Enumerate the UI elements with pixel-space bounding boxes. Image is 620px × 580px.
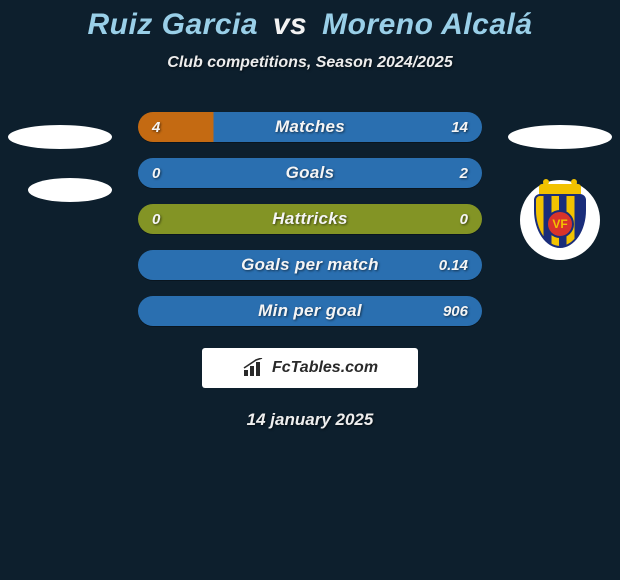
attribution-badge: FcTables.com <box>202 348 418 388</box>
player1-name: Ruiz Garcia <box>87 8 258 41</box>
title-vs: vs <box>273 8 307 41</box>
stat-right-value: 906 <box>428 303 468 320</box>
stat-row: Min per goal906 <box>138 296 482 326</box>
bar-chart-icon <box>242 358 268 378</box>
stat-row: Goals per match0.14 <box>138 250 482 280</box>
stat-label: Hattricks <box>192 209 428 229</box>
stat-right-value: 2 <box>428 165 468 182</box>
player2-badge-top <box>508 125 612 149</box>
crest-monogram: VF <box>546 210 574 238</box>
stat-label: Goals <box>192 163 428 183</box>
stat-right-value: 0.14 <box>428 257 468 274</box>
subtitle: Club competitions, Season 2024/2025 <box>0 54 620 72</box>
stat-left-value: 0 <box>152 211 192 228</box>
villarreal-crest-icon: VF <box>534 190 586 250</box>
stat-label: Matches <box>192 117 428 137</box>
attribution-text: FcTables.com <box>272 359 378 377</box>
stat-right-value: 0 <box>428 211 468 228</box>
stat-label: Min per goal <box>192 301 428 321</box>
player2-name: Moreno Alcalá <box>322 8 532 41</box>
player1-avatar-bottom <box>28 178 112 202</box>
comparison-card: Ruiz Garcia vs Moreno Alcalá Club compet… <box>0 0 620 430</box>
stat-label: Goals per match <box>192 255 428 275</box>
player1-avatar-top <box>8 125 112 149</box>
snapshot-date: 14 january 2025 <box>0 410 620 430</box>
page-title: Ruiz Garcia vs Moreno Alcalá <box>0 8 620 42</box>
stat-row: 0Hattricks0 <box>138 204 482 234</box>
stat-right-value: 14 <box>428 119 468 136</box>
player2-club-crest: VF <box>520 180 600 260</box>
stat-left-value: 4 <box>152 119 192 136</box>
stat-row: 0Goals2 <box>138 158 482 188</box>
stat-left-value: 0 <box>152 165 192 182</box>
stat-row: 4Matches14 <box>138 112 482 142</box>
